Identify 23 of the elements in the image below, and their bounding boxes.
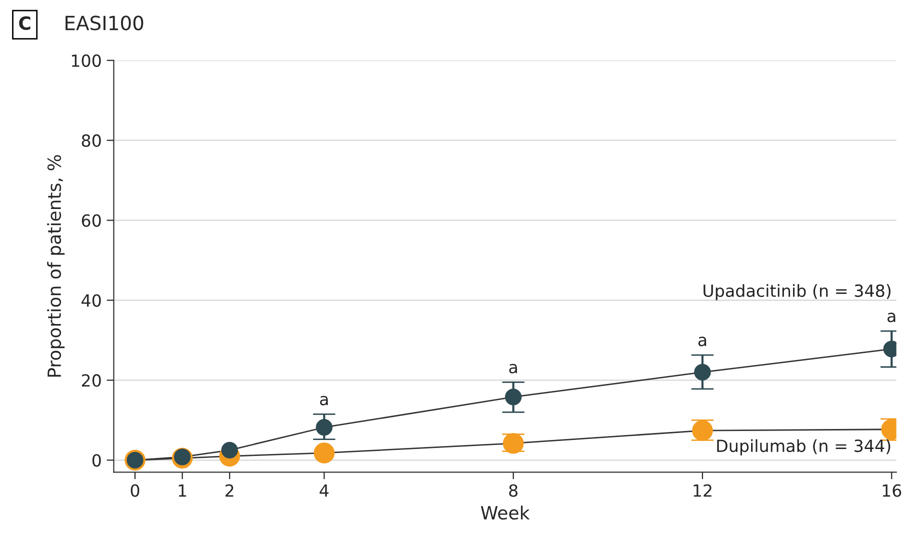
y-tick-label: 100	[72, 54, 101, 67]
y-tick-label: 40	[82, 294, 101, 307]
annotation: a	[888, 312, 896, 322]
y-tick-label: 0	[92, 454, 101, 467]
text: Upadacitinib (n = 348)	[704, 284, 890, 300]
series-label: Dupilumab (n = 344)	[717, 439, 890, 456]
text: C	[19, 16, 30, 30]
x-axis-title: Week	[480, 506, 530, 520]
x-tick-label: 2	[226, 484, 234, 497]
y-axis-title: Proportion of patients, %	[47, 155, 65, 377]
y-tick-label: 60	[82, 214, 101, 227]
y-tick-label: 20	[82, 374, 101, 387]
x-tick-label: 0	[130, 484, 140, 497]
annotation: a	[509, 364, 517, 374]
x-tick-label: 1	[178, 484, 186, 497]
x-tick-label: 8	[509, 484, 518, 497]
annotation: a	[320, 396, 328, 406]
x-tick-label: 4	[320, 484, 329, 497]
annotation: a	[698, 336, 706, 346]
chart-title: EASI100	[66, 16, 144, 30]
x-tick-label: 12	[694, 484, 712, 497]
y-tick-label: 80	[82, 134, 101, 147]
x-tick-label: 16	[882, 484, 902, 497]
